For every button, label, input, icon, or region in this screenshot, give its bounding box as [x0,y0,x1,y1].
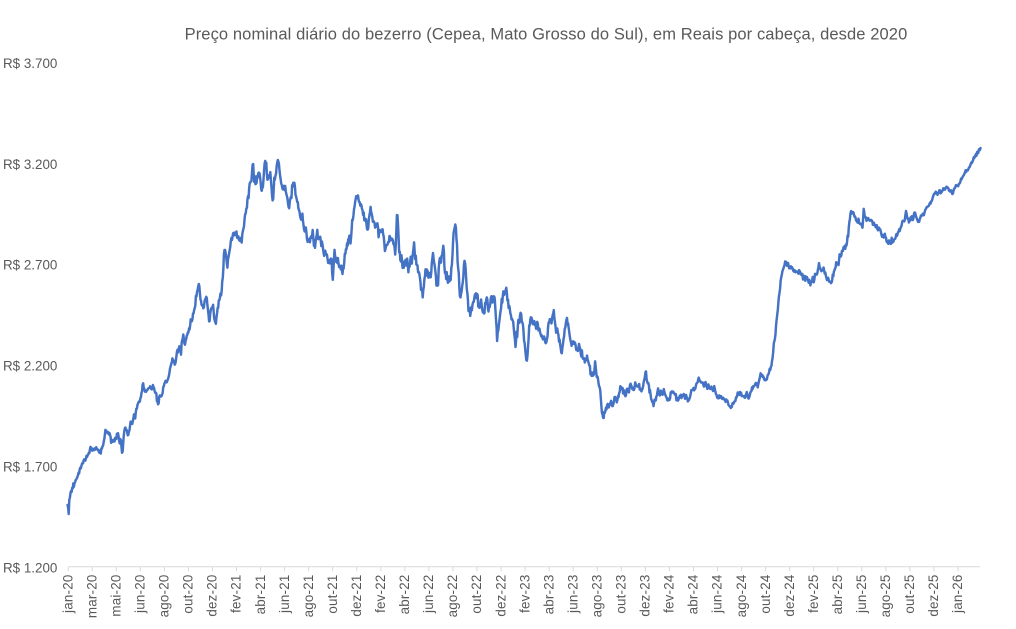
svg-text:jun-22: jun-22 [421,575,436,614]
svg-text:out-23: out-23 [614,575,629,614]
svg-text:abr-21: abr-21 [253,575,268,615]
svg-text:jun-20: jun-20 [133,575,148,614]
svg-text:out-22: out-22 [469,575,484,614]
svg-text:R$ 1.700: R$ 1.700 [3,459,57,474]
svg-text:dez-24: dez-24 [782,574,797,616]
svg-text:fev-25: fev-25 [806,575,821,613]
svg-text:abr-25: abr-25 [830,575,845,615]
svg-text:dez-20: dez-20 [205,575,220,617]
svg-text:ago-24: ago-24 [734,574,749,617]
svg-text:R$ 3.200: R$ 3.200 [3,157,57,172]
svg-text:dez-25: dez-25 [926,575,941,617]
svg-text:R$ 1.200: R$ 1.200 [3,560,57,575]
svg-text:jun-25: jun-25 [854,575,869,614]
svg-text:jan-26: jan-26 [950,575,965,614]
svg-text:abr-22: abr-22 [397,575,412,615]
svg-text:fev-24: fev-24 [662,574,677,613]
svg-text:ago-22: ago-22 [445,575,460,618]
svg-text:ago-21: ago-21 [301,575,316,618]
svg-text:jun-23: jun-23 [565,575,580,614]
svg-text:dez-23: dez-23 [638,575,653,617]
svg-text:fev-23: fev-23 [517,575,532,613]
svg-text:jun-21: jun-21 [277,575,292,614]
svg-text:out-25: out-25 [902,575,917,614]
svg-text:fev-21: fev-21 [229,575,244,613]
svg-text:jun-24: jun-24 [710,574,725,614]
svg-text:ago-20: ago-20 [157,575,172,618]
svg-text:abr-24: abr-24 [686,574,701,614]
svg-text:mai-20: mai-20 [109,575,124,617]
svg-text:abr-23: abr-23 [541,575,556,615]
svg-text:R$ 2.700: R$ 2.700 [3,258,57,273]
svg-text:Preço nominal diário do bezerr: Preço nominal diário do bezerro (Cepea, … [185,26,908,44]
svg-text:ago-23: ago-23 [590,575,605,618]
svg-text:fev-22: fev-22 [373,575,388,613]
svg-text:dez-22: dez-22 [493,575,508,617]
svg-text:out-21: out-21 [325,575,340,614]
svg-text:dez-21: dez-21 [349,575,364,617]
svg-text:R$ 2.200: R$ 2.200 [3,359,57,374]
svg-text:R$ 3.700: R$ 3.700 [3,56,57,71]
svg-text:out-20: out-20 [181,575,196,614]
svg-text:out-24: out-24 [758,574,773,614]
svg-text:jan-20: jan-20 [60,575,75,614]
svg-text:mar-20: mar-20 [84,575,99,619]
svg-text:ago-25: ago-25 [878,575,893,618]
